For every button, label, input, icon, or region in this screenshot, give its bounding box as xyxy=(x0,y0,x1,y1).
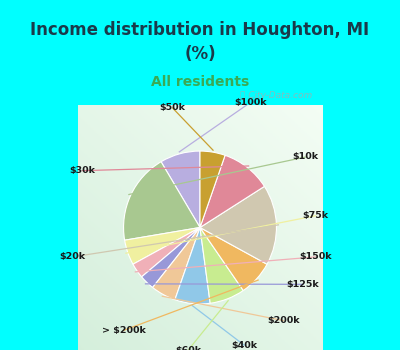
Wedge shape xyxy=(200,151,225,228)
Wedge shape xyxy=(153,228,200,300)
Wedge shape xyxy=(200,228,267,290)
Text: $200k: $200k xyxy=(267,316,300,325)
Wedge shape xyxy=(175,228,210,304)
Wedge shape xyxy=(133,228,200,277)
Text: All residents: All residents xyxy=(151,75,249,89)
Text: $75k: $75k xyxy=(302,211,329,220)
Wedge shape xyxy=(142,228,200,287)
Wedge shape xyxy=(200,228,243,303)
Text: $30k: $30k xyxy=(70,166,96,175)
Text: $20k: $20k xyxy=(60,252,86,261)
Text: Income distribution in Houghton, MI
(%): Income distribution in Houghton, MI (%) xyxy=(30,21,370,63)
Wedge shape xyxy=(161,151,200,228)
Wedge shape xyxy=(200,186,276,264)
Text: $60k: $60k xyxy=(175,345,201,350)
Text: > $200k: > $200k xyxy=(102,326,146,335)
Text: $10k: $10k xyxy=(293,153,319,161)
Wedge shape xyxy=(200,155,264,228)
Text: $100k: $100k xyxy=(235,98,267,106)
Wedge shape xyxy=(124,162,200,240)
Text: $40k: $40k xyxy=(231,341,257,350)
Wedge shape xyxy=(125,228,200,264)
Text: $150k: $150k xyxy=(299,252,332,261)
Text: ⓘ City-Data.com: ⓘ City-Data.com xyxy=(240,91,312,100)
Text: $50k: $50k xyxy=(160,104,186,112)
Text: $125k: $125k xyxy=(286,280,319,289)
